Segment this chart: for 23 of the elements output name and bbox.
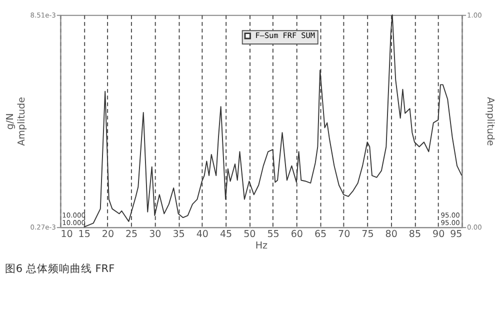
x-tick-label: 45 — [220, 229, 232, 240]
x-tick-label: 40 — [196, 229, 208, 240]
x-tick-label: 20 — [102, 229, 114, 240]
x-tick-label: 55 — [267, 229, 280, 240]
x-tick-label: 50 — [244, 229, 256, 240]
x-tick-label: 25 — [125, 229, 138, 240]
x-tick-label: 15 — [78, 229, 90, 240]
y2-axis-title: Amplitude — [484, 97, 496, 146]
x-tick-label: 60 — [290, 229, 303, 240]
text: 图6 总体频响曲线 FRF — [4, 262, 115, 276]
x-tick-label: 85 — [408, 229, 422, 240]
y-axis-title: g/N Amplitude — [5, 96, 28, 146]
x-axis-title: Hz — [255, 240, 268, 252]
x-tick-label: 70 — [338, 229, 350, 240]
x-tick-label: 90 — [432, 229, 445, 240]
x-tick-label: 35 — [172, 229, 185, 240]
x-tick-label: 65 — [314, 229, 327, 240]
x-tick-label: 75 — [362, 229, 374, 240]
x-tick-label: 80 — [385, 229, 398, 240]
x-tick-label: 30 — [149, 229, 162, 240]
legend-label: F—Sum FRF SUM — [255, 30, 316, 40]
x-tick-label: 95 — [450, 229, 462, 240]
x-tick-label: 10 — [60, 229, 73, 240]
